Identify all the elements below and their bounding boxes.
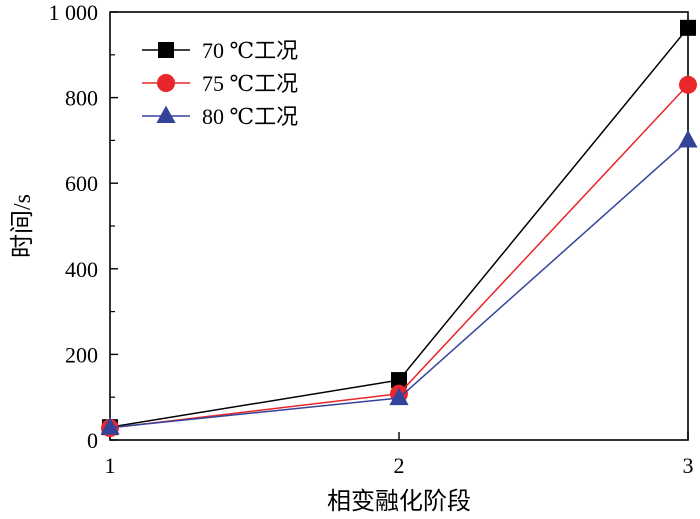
y-tick-label: 1 000 [49, 0, 99, 25]
y-tick-label: 0 [87, 428, 98, 453]
legend-label: 70 ℃工况 [202, 38, 298, 63]
data-point-square [391, 372, 407, 389]
x-tick-label: 3 [683, 453, 694, 478]
legend-item: 80 ℃工况 [142, 104, 298, 129]
legend-label: 75 ℃工况 [202, 71, 298, 96]
data-point-square [680, 19, 696, 36]
y-tick-label: 200 [65, 342, 98, 367]
y-axis-title: 时间/s [9, 194, 36, 258]
series-1 [102, 19, 696, 436]
x-axis-title: 相变融化阶段 [327, 488, 471, 515]
x-tick-label: 1 [105, 453, 116, 478]
data-point-triangle [678, 129, 698, 148]
x-tick-label: 2 [394, 453, 405, 478]
y-tick-label: 800 [65, 86, 98, 111]
data-point-circle [157, 74, 175, 92]
data-point-circle [679, 75, 697, 94]
data-point-triangle [100, 417, 120, 435]
y-tick-label: 600 [65, 171, 98, 196]
legend-item: 70 ℃工况 [142, 38, 298, 63]
series-3 [100, 129, 698, 435]
data-point-square [158, 42, 174, 58]
data-point-triangle [156, 105, 176, 124]
data-point-triangle [389, 387, 409, 406]
legend-item: 75 ℃工况 [142, 71, 298, 96]
y-tick-label: 400 [65, 257, 98, 282]
series-line [109, 27, 689, 428]
legend-label: 80 ℃工况 [202, 104, 298, 129]
